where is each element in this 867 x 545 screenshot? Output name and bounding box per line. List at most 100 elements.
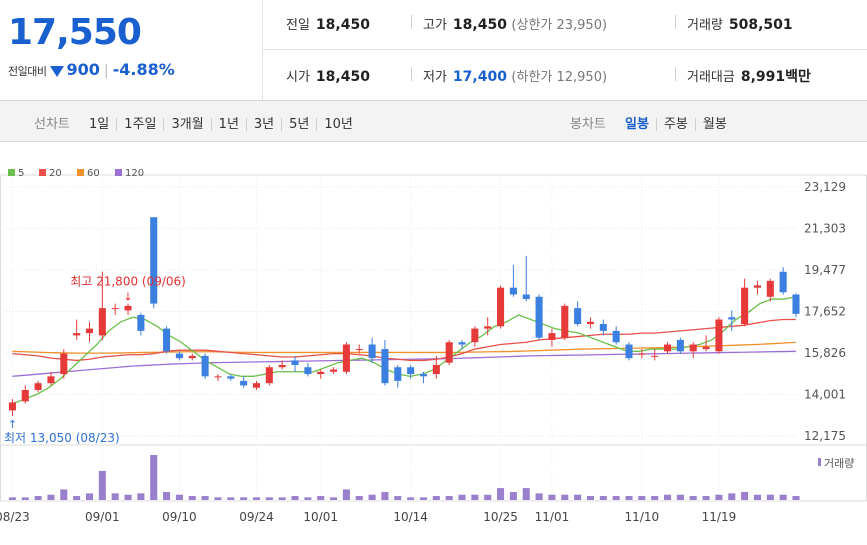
candles — [8, 217, 800, 417]
stat-amount: 거래대금 8,991백만 — [687, 66, 811, 86]
stat-label: 거래량 — [687, 18, 723, 33]
x-axis: 08/23 09/01 09/10 09/24 10/01 10/14 10/25 11/01… — [0, 510, 736, 524]
y-tick-label: 23,129 — [804, 180, 846, 194]
volume-bar — [638, 496, 646, 500]
candle-body — [394, 367, 402, 381]
candle-body — [702, 346, 710, 350]
volume-bar — [355, 496, 363, 500]
volume-legend-swatch — [818, 458, 821, 466]
y-tick-label: 14,001 — [804, 388, 846, 402]
volume-bar — [766, 494, 774, 500]
volume-bar — [227, 497, 235, 500]
line-period-1[interactable]: 1주일 — [116, 118, 163, 131]
volume-bar — [368, 494, 376, 500]
volume-bar — [599, 496, 607, 500]
candle-body — [548, 333, 556, 340]
line-period-5[interactable]: 5년 — [281, 118, 316, 131]
legend-label: 20 — [49, 168, 62, 179]
volume-bar — [741, 492, 749, 500]
candle-period-2[interactable]: 월봉 — [694, 118, 734, 131]
volume-bar — [124, 494, 132, 500]
line-period-6[interactable]: 10년 — [316, 118, 360, 131]
candle-body — [664, 344, 672, 352]
candle-body — [381, 349, 389, 384]
candle-period-0[interactable]: 일봉 — [625, 117, 649, 132]
legend-label: 60 — [87, 168, 100, 179]
chart-legend: 5 20 60 120 — [8, 168, 144, 179]
change-row: 전일대비 900 | -4.88% — [8, 60, 175, 79]
candle-period-1[interactable]: 주봉 — [655, 118, 695, 131]
candle-body — [638, 353, 646, 355]
lower-limit: (하한가 12,950) — [511, 70, 608, 85]
line-period-0[interactable]: 1일 — [89, 117, 110, 132]
line-period-3[interactable]: 1년 — [210, 118, 246, 131]
candle-body — [471, 328, 479, 343]
stat-separator — [411, 67, 412, 81]
down-arrow-icon: ↓ — [123, 291, 132, 304]
up-arrow-icon: ↑ — [8, 418, 17, 431]
volume-bar — [574, 494, 582, 500]
candle-body — [561, 305, 569, 338]
candle-body — [497, 287, 505, 327]
legend-swatch — [39, 169, 46, 176]
line-period-4[interactable]: 3년 — [245, 118, 281, 131]
stat-value: 18,450 — [315, 69, 370, 85]
volume-bar — [792, 496, 800, 500]
volume-bar — [445, 496, 453, 500]
legend-label: 120 — [125, 168, 144, 179]
candle-body — [368, 344, 376, 359]
candle-body — [509, 287, 517, 295]
volume-bar — [47, 494, 55, 500]
candle-body — [214, 376, 222, 378]
stat-label: 저가 — [423, 70, 447, 85]
candle-body — [163, 328, 171, 352]
change-percent: -4.88% — [112, 60, 175, 79]
candle-body — [111, 308, 119, 310]
volume-bar — [689, 496, 697, 500]
candle-body — [304, 367, 312, 375]
candle-body — [291, 360, 299, 365]
current-price: 17,550 — [8, 12, 142, 53]
volume-bar — [509, 492, 517, 500]
candle-body — [792, 294, 800, 314]
candle-body — [342, 344, 350, 372]
stat-value: 18,450 — [452, 17, 507, 33]
candle-body — [651, 355, 659, 357]
volume-bar — [150, 455, 158, 500]
change-value: 900 — [66, 60, 100, 79]
volume-bar — [676, 494, 684, 500]
line-chart-label: 선차트 — [34, 117, 70, 132]
candle-body — [586, 321, 595, 325]
volume-bar — [407, 497, 415, 500]
price-stats: 전일 18,450 고가 18,450 (상한가 23,950) 거래량 508,50… — [263, 0, 867, 100]
y-tick-label: 21,303 — [804, 222, 846, 236]
volume-bar — [779, 494, 787, 500]
volume-bar — [522, 488, 530, 500]
line-period-2[interactable]: 3개월 — [163, 118, 210, 131]
down-triangle-icon — [50, 65, 65, 77]
volume-bar — [317, 496, 325, 500]
volume-bar — [432, 496, 440, 500]
volume-bar — [458, 494, 466, 500]
candle-chart-periods: 봉차트 일봉 주봉 월봉 — [570, 113, 734, 132]
ma20-line — [12, 318, 796, 362]
stat-high: 고가 18,450 (상한가 23,950) — [423, 14, 607, 33]
candle-body — [330, 369, 338, 372]
volume-bar — [111, 493, 119, 500]
volume-bar — [753, 494, 761, 500]
y-tick-label: 15,826 — [804, 346, 846, 360]
candle-body — [8, 402, 16, 411]
chart-toolbar: 선차트 1일 1주일 3개월 1년 3년 5년 10년 봉차트 일봉 주봉 월봉 — [0, 101, 867, 142]
stat-separator — [675, 67, 676, 81]
legend-swatch — [115, 169, 122, 176]
volume-bar — [651, 496, 659, 500]
volume-bar — [175, 494, 183, 500]
volume-bar — [728, 493, 736, 500]
volume-bar — [214, 497, 222, 500]
stat-volume: 거래량 508,501 — [687, 14, 793, 33]
volume-bar — [240, 497, 248, 500]
candle-body — [240, 380, 248, 386]
candle-body — [432, 364, 440, 375]
volume-bar — [188, 496, 196, 500]
x-tick-label: 11/10 — [625, 510, 660, 524]
